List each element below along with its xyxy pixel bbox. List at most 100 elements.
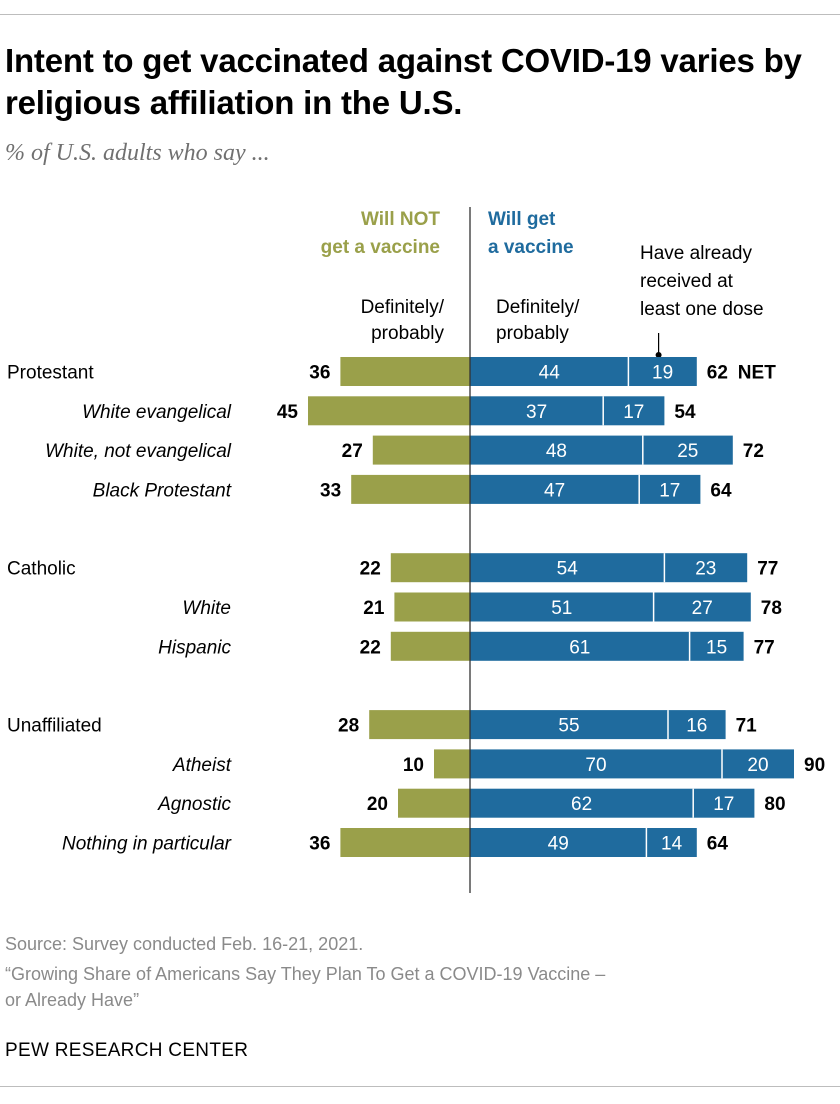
legend-will-not-header-2: get a vaccine — [321, 237, 440, 258]
received-bar — [642, 435, 733, 465]
will-get-bar — [470, 435, 643, 465]
received-bar — [722, 749, 794, 779]
received-value: 14 — [661, 834, 683, 855]
will-not-bar — [369, 710, 470, 740]
received-value: 17 — [623, 402, 644, 423]
received-value: 23 — [695, 559, 716, 580]
net-value: 72 — [743, 441, 764, 462]
will-get-value: 61 — [569, 637, 590, 658]
net-value: 54 — [674, 402, 696, 423]
will-get-bar — [470, 788, 694, 818]
will-not-value: 36 — [309, 363, 330, 384]
will-not-bar — [398, 788, 470, 818]
received-value: 16 — [686, 716, 707, 737]
received-bar — [693, 788, 755, 818]
will-not-value: 22 — [360, 637, 381, 658]
will-get-value: 51 — [551, 598, 572, 619]
will-not-value: 20 — [367, 794, 388, 815]
net-value: 71 — [736, 716, 758, 737]
will-get-bar — [470, 749, 722, 779]
received-bar — [628, 357, 697, 386]
will-get-value: 44 — [539, 363, 561, 384]
net-value: 78 — [761, 598, 782, 619]
will-not-bar — [308, 396, 470, 426]
report-title-line-2: or Already Have” — [5, 990, 140, 1010]
received-bar — [664, 553, 748, 583]
will-not-value: 22 — [360, 559, 381, 580]
will-not-bar — [434, 749, 470, 779]
received-bar — [639, 474, 701, 504]
category-label: Agnostic — [157, 794, 231, 815]
net-value: 62 — [707, 363, 728, 384]
received-bar — [689, 631, 744, 661]
will-not-bar — [351, 474, 470, 504]
will-not-bar — [372, 435, 470, 465]
will-get-value: 62 — [571, 794, 592, 815]
legend-will-get-sub-1: Definitely/ — [496, 297, 580, 318]
category-label: Unaffiliated — [7, 716, 102, 737]
will-get-value: 37 — [526, 402, 547, 423]
received-leader-dot — [655, 352, 662, 358]
received-value: 17 — [659, 480, 680, 501]
bottom-rule — [0, 1086, 840, 1087]
received-bar — [653, 592, 751, 622]
received-value: 20 — [747, 755, 768, 776]
net-label: NET — [738, 363, 776, 384]
chart-subtitle: % of U.S. adults who say ... — [5, 140, 270, 166]
will-get-value: 47 — [544, 480, 565, 501]
legend-received-header-1: Have already — [640, 243, 752, 264]
category-label: White, not evangelical — [45, 441, 232, 462]
net-value: 77 — [757, 559, 778, 580]
category-label: Nothing in particular — [62, 834, 232, 855]
diverging-bar-chart: Will NOT get a vaccine Will get a vaccine De… — [7, 207, 825, 893]
will-get-bar — [470, 828, 647, 857]
net-value: 77 — [754, 637, 775, 658]
category-label: Atheist — [172, 755, 232, 776]
will-get-bar — [470, 357, 629, 386]
report-title-line-1: “Growing Share of Americans Say They Pla… — [5, 964, 606, 984]
category-label: White evangelical — [82, 402, 232, 423]
received-value: 19 — [652, 363, 673, 384]
category-label: Hispanic — [158, 637, 231, 658]
category-label: Catholic — [7, 559, 76, 580]
net-value: 64 — [710, 480, 732, 501]
received-value: 27 — [692, 598, 713, 619]
will-not-value: 28 — [338, 716, 359, 737]
will-get-bar — [470, 592, 654, 622]
will-not-value: 21 — [363, 598, 385, 619]
will-get-value: 49 — [548, 834, 569, 855]
received-value: 25 — [677, 441, 698, 462]
will-not-value: 10 — [403, 755, 424, 776]
chart-title: Intent to get vaccinated against COVID-1… — [5, 42, 802, 121]
will-not-value: 36 — [309, 834, 330, 855]
will-not-bar — [340, 828, 470, 857]
net-value: 90 — [804, 755, 825, 776]
will-not-bar — [340, 357, 470, 386]
received-bar — [646, 828, 697, 857]
will-not-bar — [394, 592, 470, 622]
received-value: 15 — [706, 637, 727, 658]
category-label: Black Protestant — [93, 480, 232, 501]
received-bar — [603, 396, 665, 426]
will-not-value: 27 — [342, 441, 363, 462]
received-value: 17 — [713, 794, 734, 815]
category-label: Protestant — [7, 363, 94, 384]
legend-will-get-header-1: Will get — [488, 209, 556, 230]
legend-received-header-3: least one dose — [640, 299, 764, 320]
source-note: Source: Survey conducted Feb. 16-21, 202… — [5, 934, 364, 954]
will-get-bar — [470, 710, 668, 740]
legend-will-not-sub-1: Definitely/ — [361, 297, 445, 318]
received-bar — [668, 710, 726, 740]
will-get-bar — [470, 631, 690, 661]
legend-will-get-sub-2: probably — [496, 323, 569, 344]
will-not-bar — [390, 553, 470, 583]
will-get-value: 70 — [585, 755, 606, 776]
will-get-value: 55 — [558, 716, 579, 737]
pew-credit: PEW RESEARCH CENTER — [5, 1040, 249, 1061]
legend-received-header-2: received at — [640, 271, 734, 292]
legend-will-get-header-2: a vaccine — [488, 237, 574, 258]
will-get-value: 48 — [546, 441, 567, 462]
net-value: 64 — [707, 834, 729, 855]
will-not-value: 45 — [277, 402, 299, 423]
category-label: White — [182, 598, 231, 619]
